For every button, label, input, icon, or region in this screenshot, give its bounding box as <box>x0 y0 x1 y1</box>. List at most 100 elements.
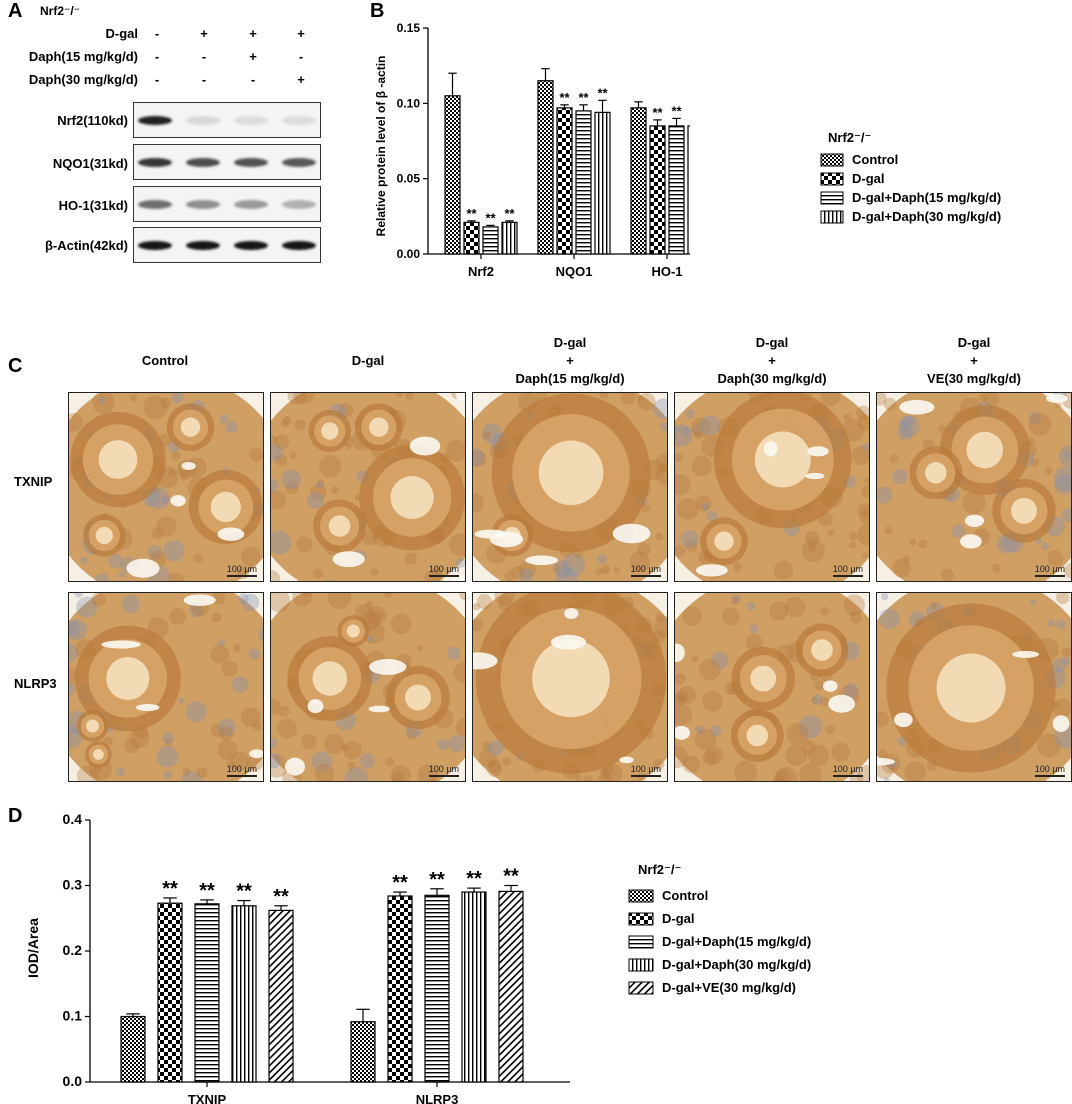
ihc-panel: 100 µm <box>270 392 466 582</box>
legend-label: Control <box>662 888 709 903</box>
ihc-col-header: D-gal + Daph(15 mg/kg/d) <box>472 334 668 388</box>
scale-bar: 100 µm <box>1034 564 1065 577</box>
bar <box>268 909 294 1083</box>
legend-label: D-gal <box>852 171 885 186</box>
ihc-col-header-line: Control <box>141 353 189 368</box>
scale-bar: 100 µm <box>832 564 863 577</box>
legend-label: D-gal+Daph(30 mg/kg/d) <box>852 209 1002 224</box>
scale-bar-label: 100 µm <box>226 564 257 574</box>
legend-d-title: Nrf2⁻/⁻ <box>638 862 682 877</box>
y-tick-label: 0.4 <box>63 812 83 827</box>
bar <box>556 107 573 255</box>
legend-swatch <box>628 981 654 994</box>
blot-strip <box>133 144 321 180</box>
blot-band <box>186 157 220 167</box>
ihc-panel: 100 µm <box>472 592 668 782</box>
bar <box>498 890 524 1083</box>
significance-mark: ** <box>236 881 252 903</box>
y-tick-label: 0.1 <box>63 1008 83 1024</box>
legend-label: D-gal <box>662 911 695 926</box>
chart-d: IOD/Area 0.0 0.1 0.2 0.3 0.4 TXNIP ** ** ** ** NLR… <box>25 812 570 1104</box>
scale-bar-label: 100 µm <box>428 564 459 574</box>
significance-mark: ** <box>485 210 496 225</box>
ihc-tissue-image <box>675 393 869 581</box>
legend-label: D-gal+Daph(15 mg/kg/d) <box>662 934 812 949</box>
blot-band <box>138 157 172 167</box>
chart-b-plot: 0.00 0.05 0.10 0.15 Nrf2 ** ** ** NQO1 ** ** ** HO-1… <box>397 21 690 279</box>
significance-mark: ** <box>671 103 682 118</box>
wb-treatment-label: D-gal <box>105 26 139 41</box>
significance-mark: ** <box>652 105 663 120</box>
ihc-tissue-image <box>69 393 263 581</box>
significance-mark: ** <box>597 85 608 100</box>
ihc-col-header-line: VE(30 mg/kg/d) <box>927 371 1021 386</box>
wb-sign: + <box>297 26 305 41</box>
significance-mark: ** <box>466 206 477 221</box>
ihc-row-label: NLRP3 <box>14 676 57 691</box>
significance-mark: ** <box>199 880 215 902</box>
blot-band <box>234 115 268 125</box>
scale-bar: 100 µm <box>428 564 459 577</box>
x-tick-label: HO-1 <box>651 264 682 279</box>
ihc-col-header-line: + <box>768 353 776 368</box>
bar <box>444 95 461 255</box>
significance-mark: ** <box>504 206 515 221</box>
blot-band <box>138 240 172 250</box>
scale-bar: 100 µm <box>630 564 661 577</box>
significance-mark: ** <box>559 90 570 105</box>
legend-item: D-gal <box>628 907 811 930</box>
scale-bar: 100 µm <box>630 764 661 777</box>
wb-genotype-label: Nrf2⁻/⁻ <box>40 4 81 18</box>
wb-sign: - <box>154 72 160 87</box>
y-tick-label: 0.15 <box>397 21 421 35</box>
y-tick-label: 0.00 <box>397 247 421 261</box>
significance-mark: ** <box>466 868 482 890</box>
wb-sign: - <box>154 49 160 64</box>
blot-label: β-Actin(42kd) <box>44 238 128 253</box>
ihc-tissue-image <box>69 593 263 781</box>
wb-sign: + <box>249 49 257 64</box>
scale-bar: 100 µm <box>226 564 257 577</box>
scale-bar: 100 µm <box>226 764 257 777</box>
ihc-panel: 100 µm <box>270 592 466 782</box>
legend-swatch <box>820 153 844 166</box>
ihc-tissue-image <box>473 393 667 581</box>
blot-band <box>282 157 316 167</box>
bar <box>120 1015 146 1083</box>
ihc-panel: 100 µm <box>68 392 264 582</box>
ihc-tissue-image <box>877 393 1071 581</box>
blot-band <box>234 199 268 209</box>
wb-sign: - <box>201 49 207 64</box>
wb-sign: - <box>250 72 256 87</box>
y-tick-label: 0.2 <box>63 942 83 958</box>
legend-swatch <box>628 958 654 971</box>
scale-bar-label: 100 µm <box>1034 764 1065 774</box>
scale-bar-label: 100 µm <box>428 764 459 774</box>
legend-swatch <box>820 210 844 223</box>
bar <box>537 80 554 255</box>
legend-item: Control <box>628 884 811 907</box>
significance-mark: ** <box>578 90 589 105</box>
significance-mark: ** <box>503 866 519 888</box>
bar <box>649 125 666 255</box>
blot-band <box>138 199 172 209</box>
scale-bar-label: 100 µm <box>226 764 257 774</box>
scale-bar-label: 100 µm <box>630 564 661 574</box>
legend-swatch <box>628 889 654 902</box>
legend-swatch <box>820 172 844 185</box>
wb-sign: + <box>249 26 257 41</box>
ihc-col-header: D-gal + Daph(30 mg/kg/d) <box>674 334 870 388</box>
ihc-tissue-image <box>877 593 1071 781</box>
x-tick-label: NLRP3 <box>416 1092 459 1104</box>
legend-swatch <box>628 935 654 948</box>
ihc-tissue-image <box>271 393 465 581</box>
ihc-tissue-image <box>473 593 667 781</box>
legend-swatch <box>820 191 844 204</box>
ihc-panel: 100 µm <box>876 592 1072 782</box>
bar <box>501 221 518 255</box>
significance-mark: ** <box>429 869 445 891</box>
blot-band <box>186 199 220 209</box>
wb-sign: - <box>154 26 160 41</box>
blot-band <box>186 240 220 250</box>
ihc-panel: 100 µm <box>68 592 264 782</box>
